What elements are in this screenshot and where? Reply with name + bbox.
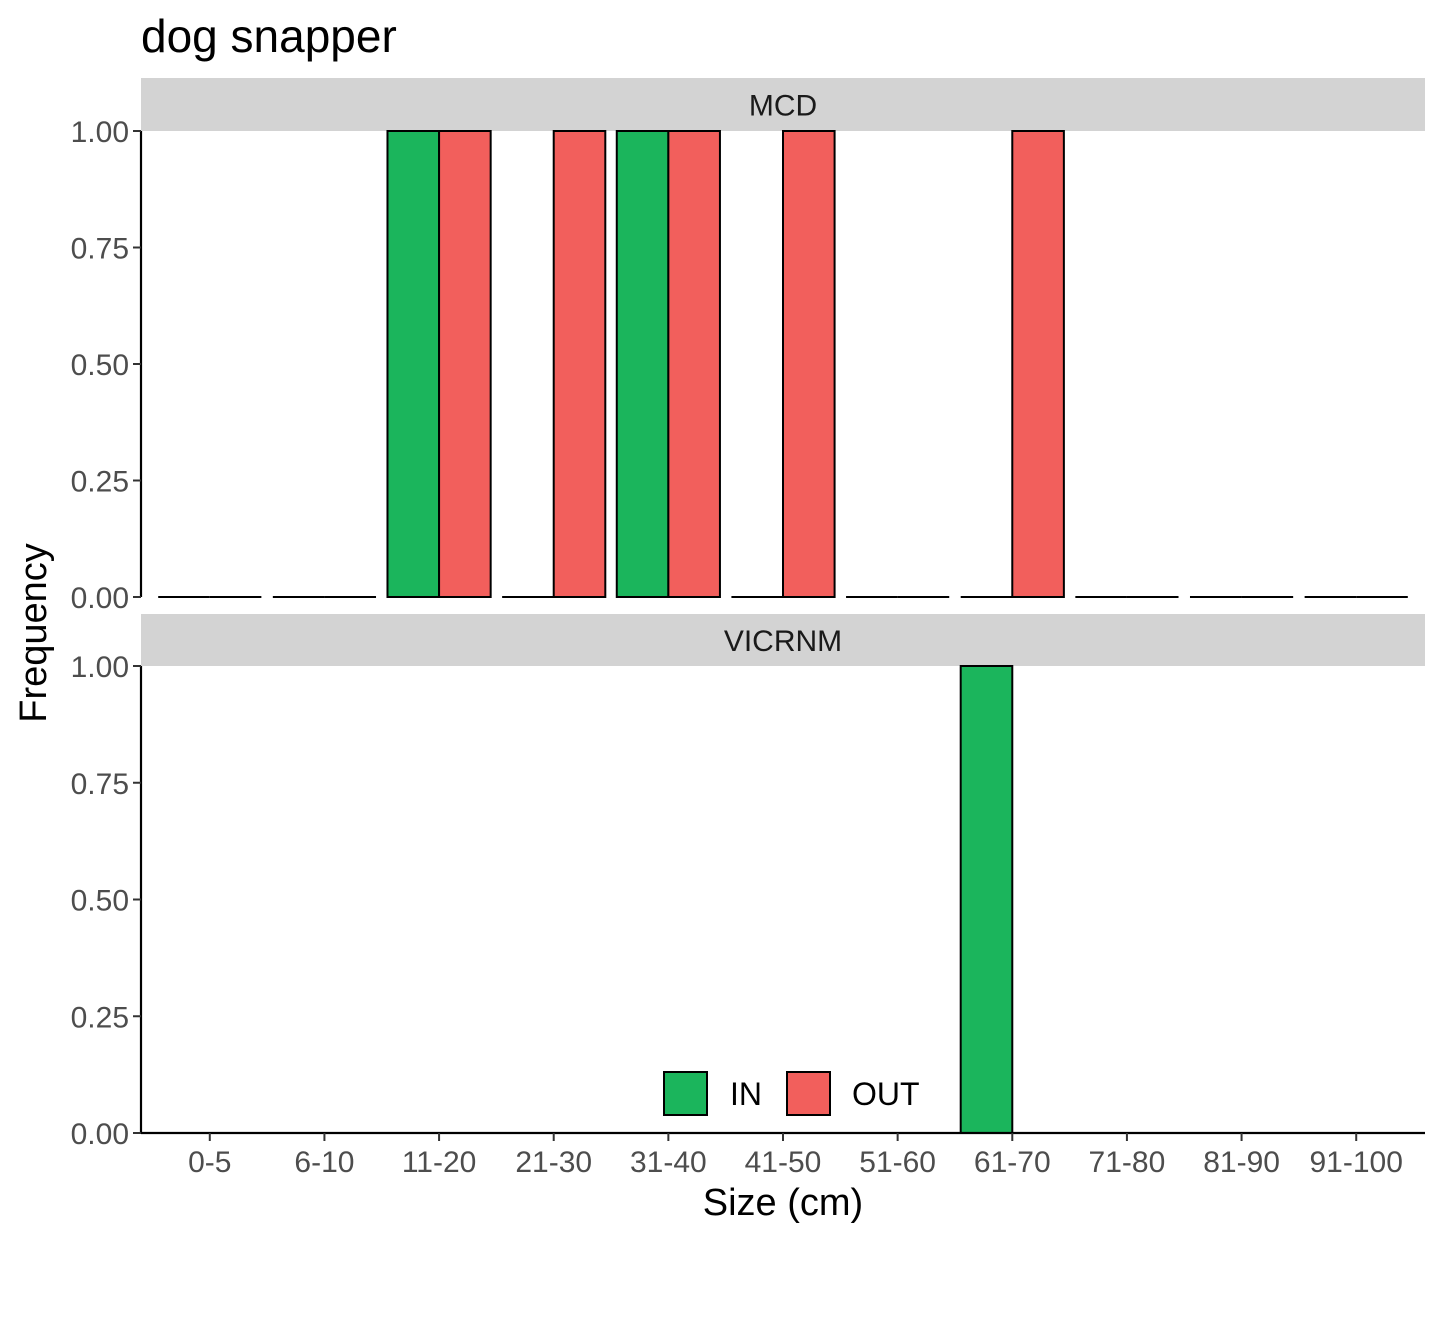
bar-out [552, 130, 607, 598]
bar-in [386, 130, 441, 598]
facet-strip [141, 614, 1425, 666]
x-tick-label: 61-70 [974, 1146, 1051, 1179]
bar-in [959, 665, 1014, 1134]
bar-out [667, 130, 721, 598]
bar-out [782, 130, 836, 598]
bar-out [1011, 130, 1065, 598]
y-tick-label: 0.75 [71, 768, 129, 801]
facet-panel: VICRNM 0.00 0.25 0.50 0.75 1.00 0-5 6-10 11-20 21… [71, 614, 1425, 1179]
facet-panels: MCD 0.00 0.25 0.50 0.75 1.00 VICRNM 0.00 0.25 0.5… [71, 78, 1425, 1179]
x-tick-label: 91-100 [1310, 1146, 1403, 1179]
x-tick-label: 6-10 [294, 1146, 354, 1179]
y-tick-label: 0.00 [71, 1118, 129, 1151]
legend-key-in [663, 1071, 708, 1116]
y-tick-label: 0.00 [71, 582, 129, 615]
bar-in [615, 130, 670, 598]
x-tick-label: 81-90 [1203, 1146, 1280, 1179]
x-tick-label: 51-60 [859, 1146, 936, 1179]
bar-out [438, 130, 492, 598]
y-tick-label: 0.50 [71, 885, 129, 918]
x-tick-label: 0-5 [188, 1146, 231, 1179]
legend: IN OUT [663, 1071, 920, 1116]
y-axis-title: Frequency [13, 543, 55, 723]
legend-label-in: IN [730, 1076, 762, 1112]
y-tick-label: 1.00 [71, 116, 129, 149]
y-tick-label: 0.25 [71, 1001, 129, 1034]
x-tick-label: 41-50 [745, 1146, 822, 1179]
y-tick-label: 1.00 [71, 651, 129, 684]
x-axis-title: Size (cm) [703, 1182, 863, 1224]
x-tick-label: 31-40 [630, 1146, 707, 1179]
facet-panel: MCD 0.00 0.25 0.50 0.75 1.00 [71, 78, 1425, 615]
legend-label-out: OUT [852, 1076, 920, 1112]
y-tick-label: 0.75 [71, 233, 129, 266]
y-tick-label: 0.25 [71, 466, 129, 499]
x-tick-label: 71-80 [1089, 1146, 1166, 1179]
legend-key-out [786, 1071, 831, 1116]
facet-strip [141, 78, 1425, 131]
facet-strip-label: MCD [749, 90, 817, 123]
x-tick-label: 21-30 [515, 1146, 592, 1179]
x-tick-label: 11-20 [402, 1146, 477, 1179]
y-tick-label: 0.50 [71, 349, 129, 382]
facet-strip-label: VICRNM [724, 625, 842, 658]
chart-title: dog snapper [141, 10, 397, 62]
